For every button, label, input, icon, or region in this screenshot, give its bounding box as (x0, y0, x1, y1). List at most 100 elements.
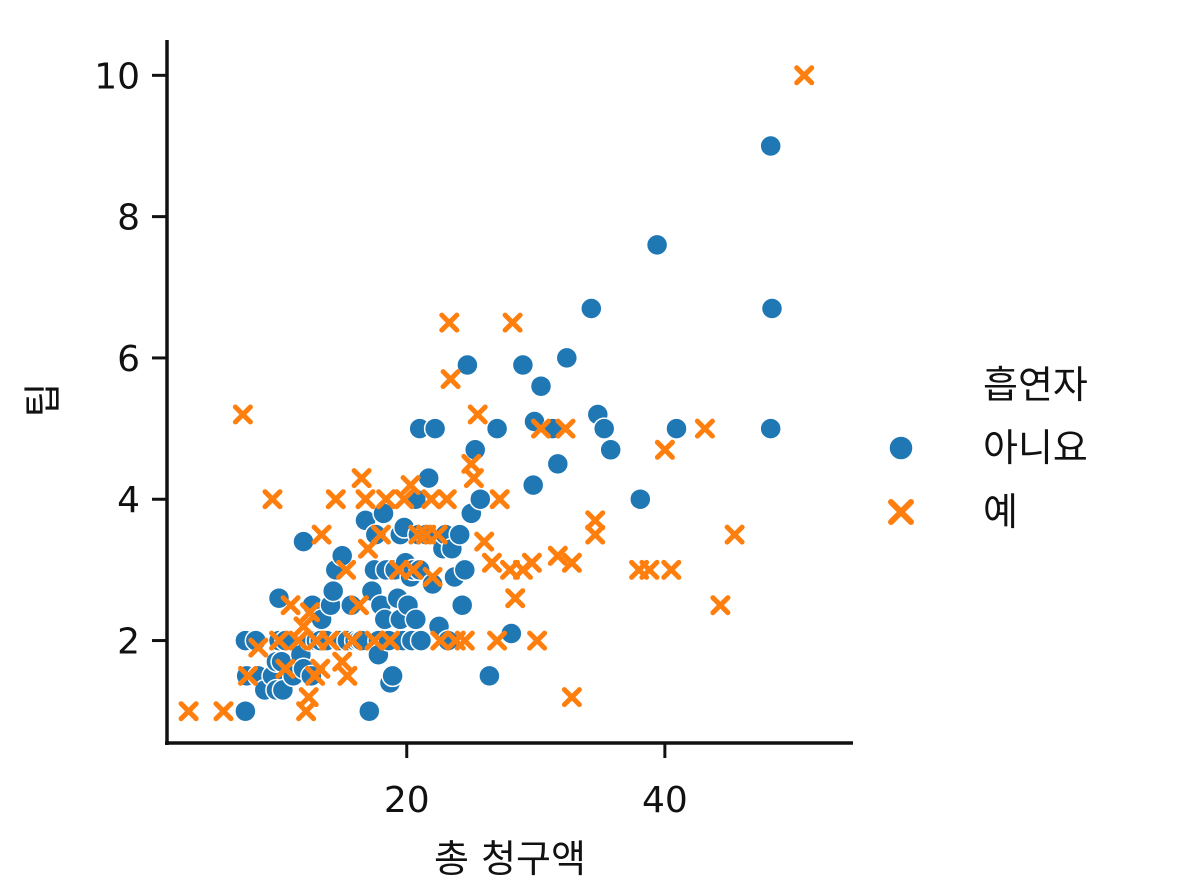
legend-marker-yes (888, 499, 914, 525)
data-point-no (485, 417, 509, 440)
data-point-yes (280, 595, 301, 616)
data-point-no (759, 134, 782, 158)
data-point-no (665, 417, 688, 440)
data-point-yes (300, 602, 320, 623)
data-point-yes (561, 687, 582, 708)
data-point-yes (310, 658, 331, 679)
data-point-no (759, 417, 782, 440)
data-point-yes (422, 567, 443, 587)
data-point-yes (794, 65, 815, 86)
data-point-yes (463, 468, 484, 489)
plot-area (178, 65, 815, 723)
data-point-yes (555, 418, 576, 439)
data-point-no (358, 699, 381, 723)
data-point-yes (454, 630, 475, 651)
y-tick-label: 4 (117, 480, 140, 521)
data-point-no (469, 487, 492, 511)
data-point-yes (547, 545, 568, 566)
data-point-yes (421, 489, 442, 510)
data-point-yes (336, 559, 357, 580)
data-point-yes (337, 665, 358, 686)
data-point-yes (489, 489, 510, 510)
data-point-yes (262, 489, 283, 510)
data-point-yes (319, 630, 340, 651)
legend-label-yes: 예 (983, 490, 1018, 534)
data-point-no (453, 558, 477, 582)
data-point-yes (710, 595, 731, 616)
x-axis-title: 총 청구액 (434, 837, 586, 881)
data-point-yes (351, 468, 372, 489)
data-point-yes (427, 524, 448, 545)
data-point-no (448, 523, 471, 546)
data-point-yes (178, 701, 199, 722)
data-point-yes (585, 524, 606, 545)
x-ticks: 20 40 (384, 743, 688, 821)
data-point-yes (325, 489, 346, 510)
data-point-no (456, 353, 479, 377)
legend-title: 흡연자 (983, 363, 1088, 407)
data-point-yes (238, 665, 258, 686)
data-point-yes (376, 489, 397, 510)
data-point-no (381, 664, 404, 688)
data-point-yes (561, 552, 582, 573)
y-tick-label: 2 (117, 622, 140, 663)
data-point-no (529, 374, 553, 398)
data-point-yes (521, 552, 542, 573)
data-point-yes (487, 630, 508, 651)
data-point-yes (467, 404, 488, 425)
data-point-yes (275, 658, 296, 679)
data-point-yes (248, 637, 269, 658)
data-point-yes (288, 630, 309, 651)
data-point-no (592, 417, 616, 440)
data-point-yes (531, 418, 551, 439)
y-tick-label: 8 (117, 198, 140, 239)
data-point-no (292, 530, 315, 553)
data-point-yes (403, 559, 424, 580)
data-point-no (234, 699, 257, 723)
data-point-yes (502, 312, 523, 333)
data-point-yes (232, 404, 253, 425)
data-point-yes (585, 510, 606, 531)
data-point-yes (400, 475, 421, 496)
data-point-yes (364, 630, 385, 651)
data-point-no (404, 608, 428, 631)
data-point-yes (527, 630, 548, 651)
data-point-no (521, 473, 545, 497)
data-point-yes (394, 489, 415, 510)
data-point-no (364, 523, 388, 546)
data-point-yes (380, 630, 400, 651)
data-point-no (645, 233, 669, 257)
data-point-yes (724, 524, 745, 545)
data-point-yes (389, 559, 409, 580)
data-point-yes (505, 588, 526, 609)
data-point-yes (430, 630, 451, 651)
data-point-yes (440, 369, 461, 390)
data-point-no (511, 353, 535, 377)
data-point-no (555, 346, 579, 370)
y-axis-title: 팁 (21, 383, 65, 418)
data-point-yes (661, 559, 682, 580)
data-point-yes (370, 524, 391, 545)
axes (165, 40, 853, 745)
legend-label-no: 아니요 (983, 426, 1088, 470)
data-point-no (546, 452, 570, 476)
y-tick-label: 6 (117, 339, 140, 380)
data-point-yes (349, 595, 369, 616)
y-tick-label: 10 (94, 56, 140, 97)
data-point-yes (436, 489, 457, 510)
data-point-no (760, 297, 784, 320)
data-point-no (629, 487, 652, 511)
data-point-no (450, 593, 474, 617)
data-point-yes (269, 630, 289, 651)
legend: 흡연자 아니요 예 (888, 363, 1088, 534)
data-point-yes (342, 630, 363, 651)
data-point-yes (474, 531, 495, 552)
data-point-yes (654, 439, 675, 460)
data-point-yes (213, 701, 234, 722)
data-point-no (409, 629, 433, 652)
legend-marker-no (888, 435, 914, 461)
data-point-no (417, 466, 440, 490)
x-tick-label: 40 (642, 780, 688, 821)
x-tick-label: 20 (384, 780, 430, 821)
